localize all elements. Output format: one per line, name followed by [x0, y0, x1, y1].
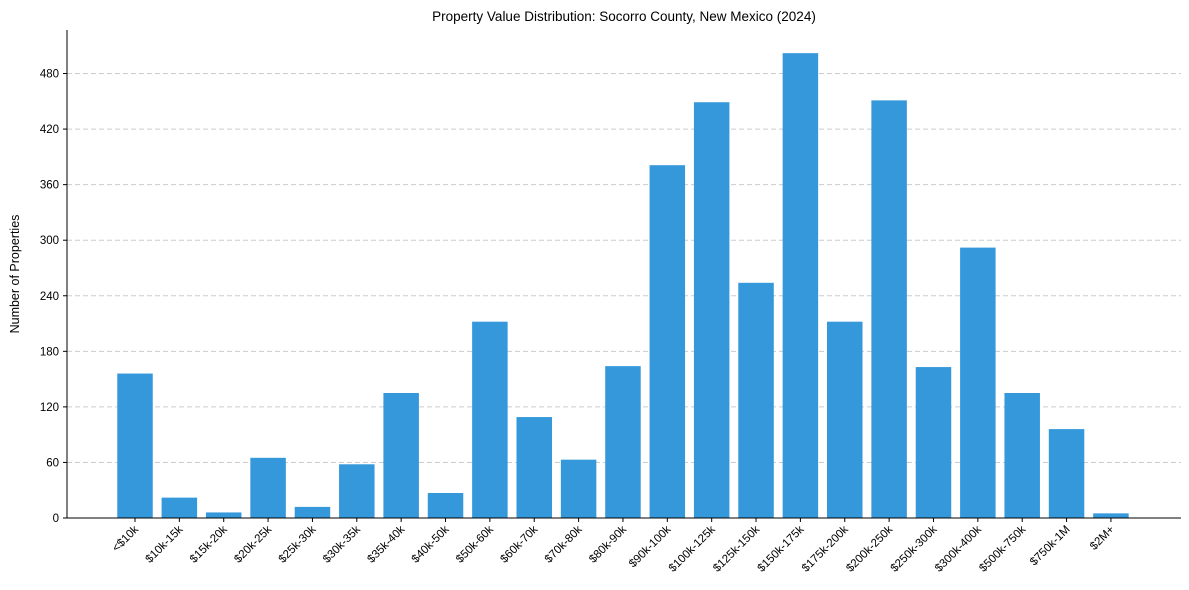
- x-tick-label: $500k-750k: [977, 523, 1028, 574]
- bar: [960, 247, 996, 518]
- x-tick-label: $750k-1M: [1028, 524, 1073, 569]
- x-tick-label: $175k-200k: [800, 523, 851, 574]
- x-tick-label: $30k-35k: [321, 523, 363, 565]
- x-tick-label: $35k-40k: [365, 523, 407, 565]
- bar: [1093, 513, 1129, 518]
- chart-title: Property Value Distribution: Socorro Cou…: [432, 9, 816, 24]
- bar: [827, 321, 863, 518]
- x-tick-label: $10k-15k: [144, 523, 186, 565]
- bar: [205, 512, 242, 518]
- x-tick-label: $25k-30k: [277, 523, 319, 565]
- bars: [117, 53, 1129, 519]
- x-tick-label: $250k-300k: [889, 523, 940, 574]
- bar: [1004, 392, 1040, 518]
- bar: [117, 373, 153, 518]
- y-tick-label: 60: [46, 457, 59, 469]
- bar: [605, 366, 641, 518]
- x-tick-label: $2M+: [1088, 523, 1117, 552]
- x-tick-label: $70k-80k: [543, 523, 585, 565]
- bar: [738, 282, 774, 518]
- bar: [339, 464, 375, 518]
- y-tick-label: 420: [40, 124, 59, 136]
- x-tick-label: $200k-250k: [844, 523, 895, 574]
- bar: [560, 459, 597, 518]
- x-tick-label: $50k-60k: [454, 523, 496, 565]
- y-ticks: 0 60 120 180 240 300 360 420 480: [40, 69, 67, 525]
- x-tick-label: $150k-175k: [756, 523, 807, 574]
- y-tick-label: 240: [40, 291, 59, 303]
- y-tick-label: 180: [40, 346, 59, 358]
- y-tick-label: 300: [40, 235, 59, 247]
- bar: [427, 492, 464, 518]
- axes: [66, 30, 1181, 519]
- bar: [516, 417, 552, 518]
- x-tick-label: $60k-70k: [498, 523, 540, 565]
- bar: [294, 506, 331, 518]
- x-tick-label: $125k-150k: [711, 523, 762, 574]
- x-tick-label: $90k-100k: [627, 523, 674, 570]
- x-tick-label: $300k-400k: [933, 523, 984, 574]
- y-tick-label: 120: [40, 402, 59, 414]
- x-ticks: <$10k $10k-15k $15k-20k $20k-25k $25k-30k $30…: [110, 518, 1117, 575]
- bar: [693, 102, 730, 518]
- bar: [649, 165, 686, 519]
- bar: [250, 457, 286, 518]
- gridlines: [67, 73, 1181, 463]
- bar: [161, 497, 198, 518]
- bar: [915, 367, 952, 518]
- bar: [383, 392, 419, 518]
- bar: [782, 53, 819, 519]
- bar: [871, 100, 907, 519]
- x-tick-label: $80k-90k: [587, 523, 629, 565]
- x-tick-label: $40k-50k: [410, 523, 452, 565]
- bar: [472, 321, 508, 518]
- y-tick-label: 360: [40, 180, 59, 192]
- bar: [1048, 429, 1085, 518]
- y-tick-label: 480: [40, 69, 59, 81]
- y-axis-label: Number of Properties: [8, 215, 22, 334]
- y-tick-label: 0: [53, 513, 59, 525]
- x-tick-label: $100k-125k: [667, 523, 718, 574]
- x-tick-label: $15k-20k: [188, 523, 230, 565]
- x-tick-label: $20k-25k: [232, 523, 274, 565]
- x-tick-label: <$10k: [110, 523, 141, 554]
